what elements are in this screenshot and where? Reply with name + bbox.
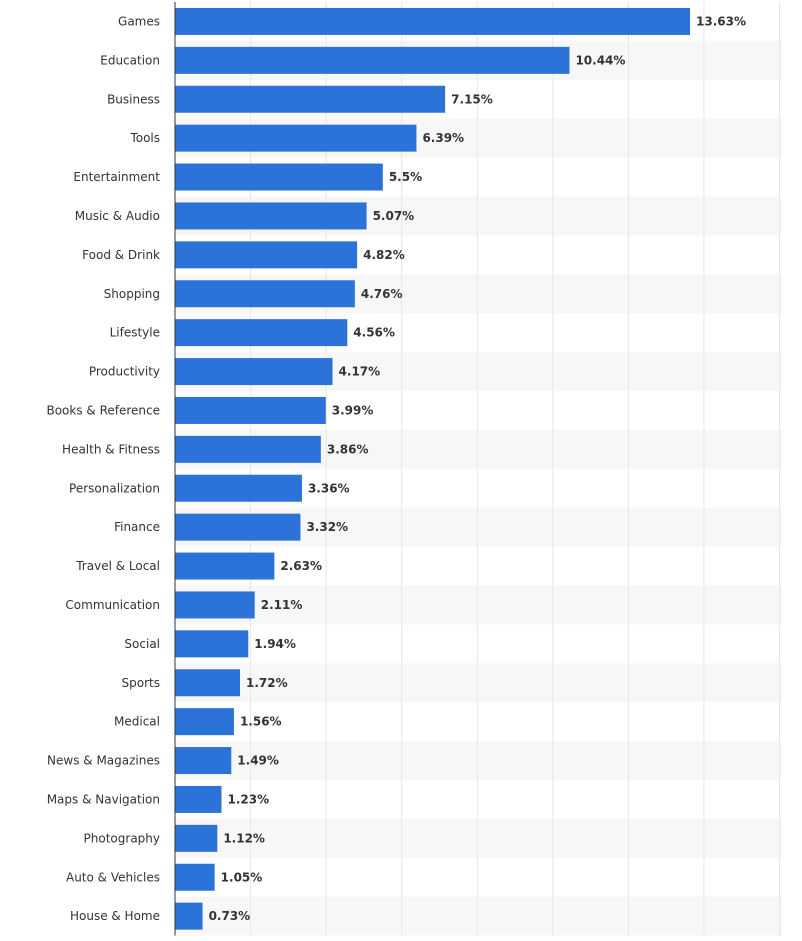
value-label: 1.23% [227, 792, 269, 806]
row-band [175, 896, 782, 936]
bar [175, 824, 218, 852]
value-label: 3.99% [332, 403, 374, 417]
category-label: Photography [84, 831, 160, 845]
value-label: 5.5% [389, 170, 422, 184]
value-label: 1.49% [237, 754, 279, 768]
bar [175, 435, 321, 463]
category-label: Tools [129, 131, 160, 145]
category-label: Business [107, 92, 160, 106]
row-band [175, 818, 782, 858]
category-label: Productivity [89, 365, 160, 379]
category-label: Travel & Local [75, 559, 160, 573]
bar [175, 85, 446, 113]
value-label: 4.76% [361, 287, 403, 301]
category-label: Maps & Navigation [47, 792, 160, 806]
bar [175, 591, 255, 619]
bar [175, 708, 234, 736]
value-label: 1.72% [246, 676, 288, 690]
bar [175, 319, 348, 347]
category-label: Games [118, 14, 160, 28]
bar [175, 474, 302, 502]
value-label: 2.11% [261, 598, 303, 612]
category-label: Auto & Vehicles [66, 870, 160, 884]
bar [175, 785, 222, 813]
category-labels: Games Education Business Tools Entertainment… [46, 14, 160, 923]
category-label: News & Magazines [47, 754, 160, 768]
bar [175, 863, 215, 891]
category-label: Books & Reference [46, 403, 160, 417]
category-label: House & Home [70, 909, 160, 923]
category-label: Education [100, 53, 160, 67]
value-label: 0.73% [209, 909, 251, 923]
bar [175, 241, 358, 269]
row-band [175, 741, 782, 780]
bar [175, 747, 232, 775]
bar [175, 7, 690, 35]
row-band [175, 585, 782, 625]
gridlines [250, 2, 781, 936]
bar [175, 358, 333, 386]
bar [175, 124, 417, 152]
category-label: Food & Drink [82, 248, 160, 262]
value-label: 1.94% [254, 637, 296, 651]
value-label: 10.44% [575, 53, 625, 67]
category-label: Social [124, 637, 160, 651]
bar [175, 669, 240, 697]
bar [175, 163, 383, 191]
bar [175, 513, 301, 541]
bar [175, 202, 367, 230]
category-label: Communication [65, 598, 160, 612]
value-label: 4.17% [339, 365, 381, 379]
category-label: Personalization [69, 481, 160, 495]
category-label: Sports [122, 676, 160, 690]
category-label: Shopping [104, 287, 160, 301]
value-label: 6.39% [422, 131, 464, 145]
value-label: 13.63% [696, 14, 746, 28]
value-label: 2.63% [280, 559, 322, 573]
value-label: 3.32% [306, 520, 348, 534]
category-label: Music & Audio [75, 209, 160, 223]
value-label: 4.56% [353, 326, 395, 340]
category-label: Health & Fitness [62, 442, 160, 456]
value-label: 1.12% [223, 831, 265, 845]
category-label: Lifestyle [110, 326, 160, 340]
bar [175, 46, 570, 74]
bars [175, 7, 690, 930]
value-label: 1.56% [240, 715, 282, 729]
value-label: 5.07% [373, 209, 415, 223]
bar [175, 552, 275, 580]
value-labels: 13.63% 10.44% 7.15% 6.39% 5.5% 5.07% 4.82% 4.76… [209, 14, 746, 923]
value-label: 3.86% [327, 442, 369, 456]
value-label: 1.05% [221, 870, 263, 884]
bar [175, 630, 249, 658]
category-label: Medical [114, 715, 160, 729]
row-band [175, 663, 782, 703]
bar [175, 396, 326, 424]
category-label: Finance [114, 520, 160, 534]
value-label: 3.36% [308, 481, 350, 495]
bar [175, 902, 203, 930]
value-label: 4.82% [363, 248, 405, 262]
bar [175, 280, 355, 308]
value-label: 7.15% [451, 92, 493, 106]
category-label: Entertainment [73, 170, 160, 184]
